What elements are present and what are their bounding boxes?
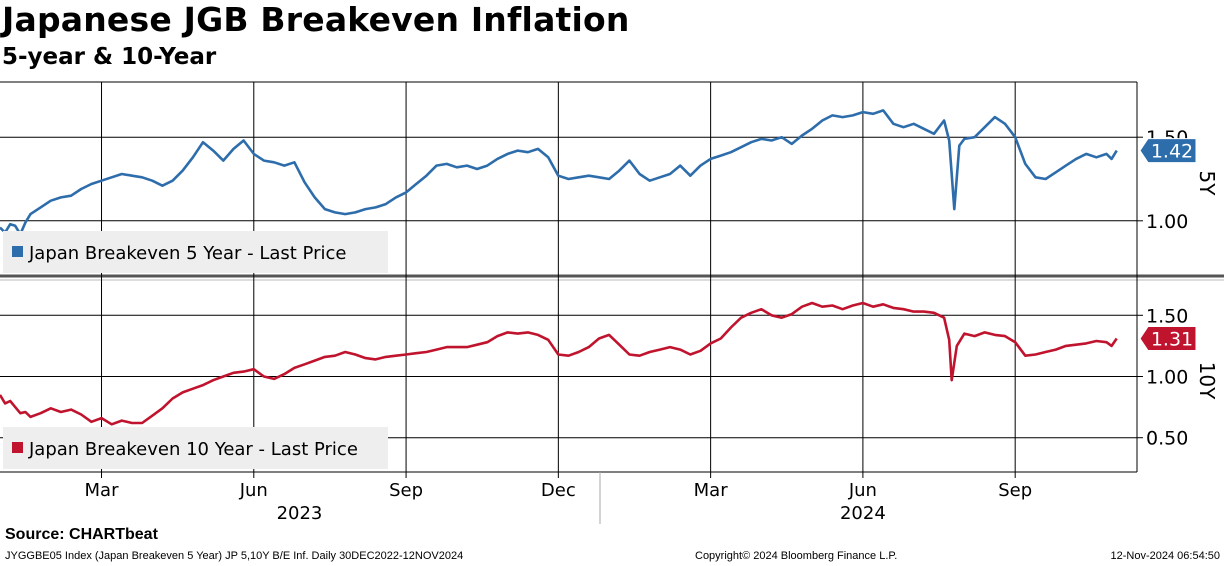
x-tick-label: Sep: [998, 480, 1032, 501]
x-tick-label: Mar: [85, 480, 120, 501]
axis-label-10y: 10Y: [1195, 362, 1219, 400]
footer-left: JYGGBE05 Index (Japan Breakeven 5 Year) …: [5, 550, 464, 562]
last-value-label: 1.31: [1151, 329, 1193, 351]
footer-right: 12-Nov-2024 06:54:50: [1110, 550, 1220, 562]
source-note: Source: CHARTbeat: [5, 526, 158, 543]
five-year-series-line: [0, 109, 1118, 236]
last-value-badge: [1139, 138, 1197, 164]
x-tick-label: Mar: [694, 480, 729, 501]
y-tick-label: 1.00: [1146, 211, 1188, 233]
x-tick-label: Dec: [541, 480, 576, 501]
x-tick-label: Jun: [239, 480, 268, 501]
series-layer: [0, 109, 1118, 426]
legend-label: Japan Breakeven 10 Year - Last Price: [28, 439, 358, 460]
legend-box: [3, 427, 388, 469]
legend-swatch: [12, 442, 23, 453]
overlay-layer: Mar Jun Sep Dec Mar Jun Sep 2023 2024 1.00 1.50 1.4…: [3, 127, 1219, 524]
footer-center: Copyright© 2024 Bloomberg Finance L.P.: [695, 550, 898, 562]
last-value-label: 1.42: [1151, 141, 1193, 163]
legend-box: [3, 231, 388, 273]
y-tick-label: 0.50: [1146, 428, 1188, 450]
last-value-badge: [1139, 326, 1197, 352]
y-tick-label: 1.50: [1146, 305, 1188, 327]
x-year-label: 2024: [840, 503, 886, 524]
chart-subtitle: 5-year & 10-Year: [2, 44, 217, 70]
x-year-label: 2023: [277, 503, 323, 524]
x-tick-label: Jun: [848, 480, 877, 501]
axis-label-5y: 5Y: [1195, 171, 1219, 197]
legend-swatch: [12, 246, 23, 257]
y-tick-label: 1.00: [1146, 367, 1188, 389]
chart-title: Japanese JGB Breakeven Inflation: [2, 0, 630, 39]
x-tick-label: Sep: [389, 480, 423, 501]
legend-label: Japan Breakeven 5 Year - Last Price: [28, 243, 346, 264]
ten-year-series-line: [0, 301, 1118, 426]
